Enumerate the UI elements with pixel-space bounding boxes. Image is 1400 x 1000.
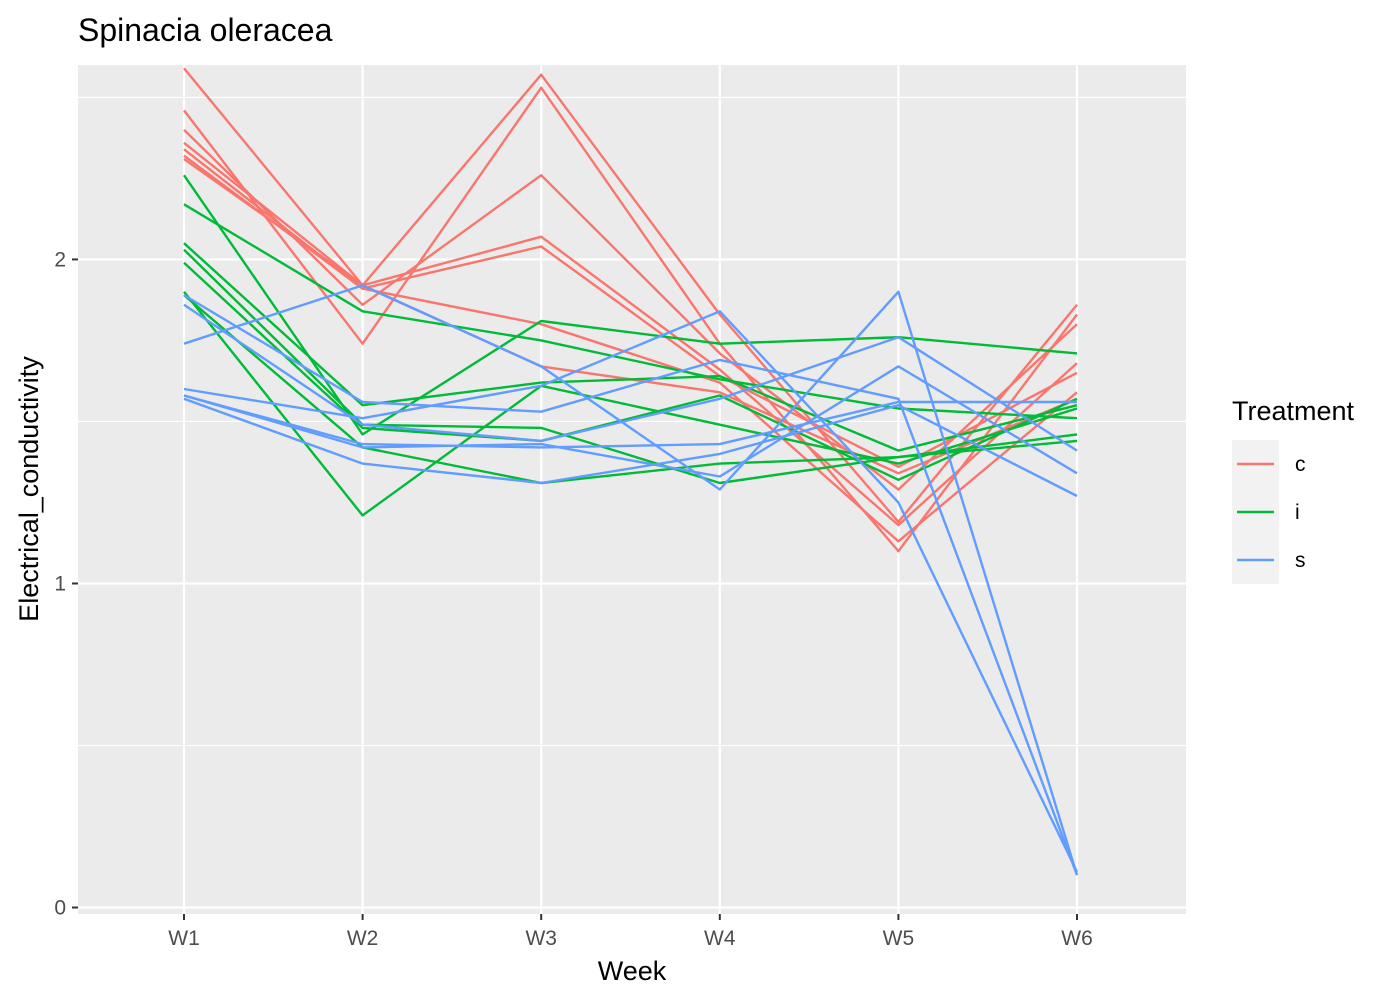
legend-label-s: s <box>1295 549 1306 572</box>
legend-keys: c i s <box>1232 440 1306 584</box>
series-line-s <box>183 394 1077 449</box>
series-line-s <box>183 397 1078 498</box>
series-line-c <box>183 154 1078 543</box>
x-axis: W1 W2 W3 W4 W5 W6 <box>168 914 1093 950</box>
series-line-c <box>183 67 1078 524</box>
series-line-s <box>183 310 1079 873</box>
y-axis: 0 1 2 <box>54 248 78 920</box>
series-line-s <box>183 294 1079 876</box>
x-tick-label: W5 <box>883 927 915 950</box>
legend-label-c: c <box>1295 453 1306 476</box>
legend: Treatment c i s <box>1232 396 1355 584</box>
x-tick-label: W3 <box>525 927 557 950</box>
y-axis-title: Electrical_conductivity <box>14 356 44 622</box>
x-axis-title: Week <box>598 956 667 986</box>
series-line-i <box>183 242 1078 452</box>
series-line-i <box>183 294 1078 485</box>
series-line-s <box>183 365 1078 478</box>
y-tick-label: 0 <box>54 897 66 920</box>
x-tick-label: W1 <box>168 927 200 950</box>
series-lines <box>183 67 1079 876</box>
y-tick-label: 1 <box>54 572 66 595</box>
series-line-i <box>183 261 1078 481</box>
y-tick-label: 2 <box>54 248 66 271</box>
chart-title: Spinacia oleracea <box>78 12 333 48</box>
series-line-s <box>183 303 1078 452</box>
series-line-i <box>183 203 1078 420</box>
x-tick-label: W6 <box>1061 927 1093 950</box>
x-tick-label: W4 <box>704 927 736 950</box>
series-line-i <box>183 174 1078 436</box>
series-line-c <box>183 86 1078 553</box>
x-tick-label: W2 <box>347 927 379 950</box>
legend-title: Treatment <box>1232 396 1355 426</box>
series-line-c <box>183 141 1078 527</box>
minor-gridlines <box>78 96 1186 747</box>
legend-label-i: i <box>1295 501 1300 524</box>
series-line-s <box>183 284 1079 876</box>
